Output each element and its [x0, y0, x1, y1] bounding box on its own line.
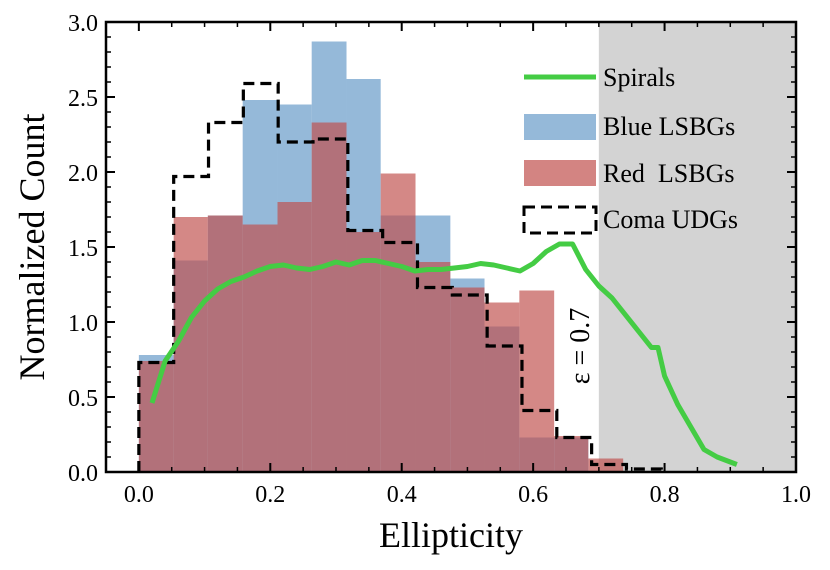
x-tick-label: 0.6 [518, 482, 548, 508]
legend-label-blue-lsbgs: Blue LSBGs [603, 112, 735, 141]
y-tick-label: 0.0 [68, 461, 98, 487]
red-lsbgs-bar [554, 436, 589, 472]
red-lsbgs-bar [380, 173, 416, 472]
x-tick-label: 0.4 [387, 482, 417, 508]
x-tick-label: 0.8 [650, 482, 680, 508]
red-lsbgs-bar [519, 290, 555, 472]
y-tick-label: 1.0 [68, 311, 98, 337]
red-lsbgs-bar [277, 202, 312, 472]
coma-udgs-step-line [137, 81, 663, 472]
x-tick-label: 0.2 [255, 482, 285, 508]
red-lsbgs-bar [450, 287, 485, 472]
red-lsbgs-bar [173, 217, 208, 472]
legend-swatch-coma-udgs [522, 205, 598, 235]
plot-frame [104, 20, 798, 474]
legend-swatch-red-lsbgs [524, 160, 596, 186]
legend-label-red-lsbgs: Red LSBGs [603, 159, 734, 188]
x-axis-title: Ellipticity [379, 515, 523, 555]
red-lsbgs-bar [346, 232, 381, 472]
y-tick-label: 1.5 [68, 236, 98, 262]
y-tick-label: 2.0 [68, 161, 98, 187]
legend-label-spirals: Spirals [603, 63, 675, 92]
y-tick-label: 2.5 [68, 86, 98, 112]
red-lsbgs-bar [138, 361, 174, 472]
red-lsbgs-bar [415, 262, 451, 472]
y-tick-label: 3.0 [68, 11, 98, 37]
spirals-line [149, 241, 738, 467]
shaded-region [598, 22, 796, 472]
red-lsbgs-bar [242, 224, 278, 472]
red-lsbgs-bar [311, 122, 347, 472]
red-lsbgs-bar [484, 302, 520, 472]
red-lsbgs-bar [207, 215, 243, 472]
legend: Spirals Blue LSBGs Red LSBGs Coma UDGs [522, 63, 738, 235]
legend-label-coma-udgs: Coma UDGs [603, 205, 738, 234]
legend-swatch-blue-lsbgs [524, 114, 596, 140]
x-tick-label: 1.0 [781, 482, 811, 508]
x-tick-label: 0.0 [124, 482, 154, 508]
y-tick-label: 0.5 [68, 386, 98, 412]
threshold-annotation: ε = 0.7 [565, 308, 596, 385]
y-axis-title: Normalized Count [12, 114, 52, 381]
